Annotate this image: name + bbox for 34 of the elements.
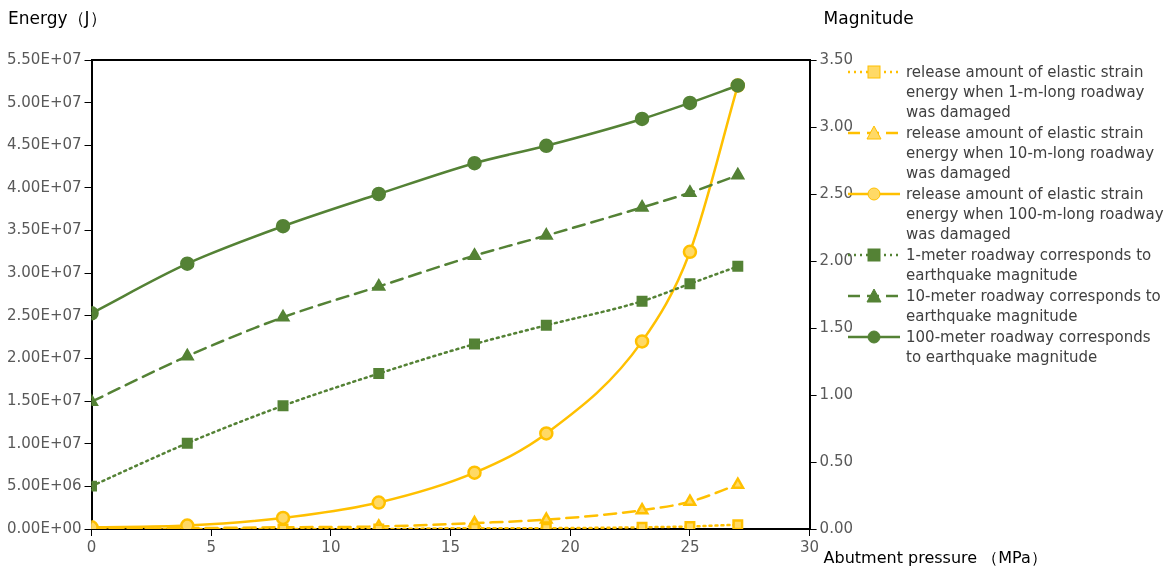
y2-tick-label: 3.00 xyxy=(819,116,854,135)
legend-label: 100-meter roadway corresponds to earthquake magnitude xyxy=(906,327,1152,367)
y-axis-title: Energy（J） xyxy=(8,8,107,29)
y-tick-label: 1.00E+07 xyxy=(7,433,82,452)
y-tick-label: 5.50E+07 xyxy=(7,49,82,68)
y-tick-label: 5.00E+06 xyxy=(7,476,82,495)
x-tick-label: 30 xyxy=(800,537,820,556)
y2-axis-title: Magnitude xyxy=(823,8,914,29)
y-tick-label: 0.00E+00 xyxy=(7,518,82,537)
x-tick-label: 5 xyxy=(206,537,216,556)
y-tick-label: 2.00E+07 xyxy=(7,348,82,367)
y2-tick-label: 2.00 xyxy=(819,250,854,269)
x-tick-label: 20 xyxy=(560,537,580,556)
y2-tick-label: 2.50 xyxy=(819,183,854,202)
legend-label: release amount of elastic strain energy when 100-m-long roadway was damaged xyxy=(906,184,1164,244)
legend-label: 1-meter roadway corresponds to earthquake magnitude xyxy=(906,245,1153,285)
x-axis-title: Abutment pressure （MPa） xyxy=(823,548,1047,568)
y-tick-label: 2.50E+07 xyxy=(7,305,82,324)
y2-tick-label: 1.00 xyxy=(819,384,854,403)
x-tick-label: 10 xyxy=(321,537,341,556)
y-tick-label: 4.00E+07 xyxy=(7,177,82,196)
x-tick-label: 0 xyxy=(86,537,97,556)
x-tick-label: 25 xyxy=(680,537,700,556)
y2-tick-label: 0.50 xyxy=(819,451,854,470)
y-tick-label: 3.50E+07 xyxy=(7,220,82,239)
x-tick-label: 15 xyxy=(441,537,461,556)
y-tick-label: 4.50E+07 xyxy=(7,135,82,154)
y2-tick-label: 0.00 xyxy=(819,518,854,537)
y-tick-label: 5.00E+07 xyxy=(7,92,82,111)
y2-tick-label: 3.50 xyxy=(819,49,854,68)
y2-tick-label: 1.50 xyxy=(819,317,854,336)
y-tick-label: 3.00E+07 xyxy=(7,263,82,282)
y-tick-label: 1.50E+07 xyxy=(7,390,82,409)
legend-label: 10-meter roadway corresponds to earthquake magnitude xyxy=(906,286,1162,326)
